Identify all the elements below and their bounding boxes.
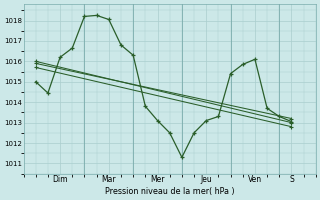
X-axis label: Pression niveau de la mer( hPa ): Pression niveau de la mer( hPa ) xyxy=(105,187,235,196)
